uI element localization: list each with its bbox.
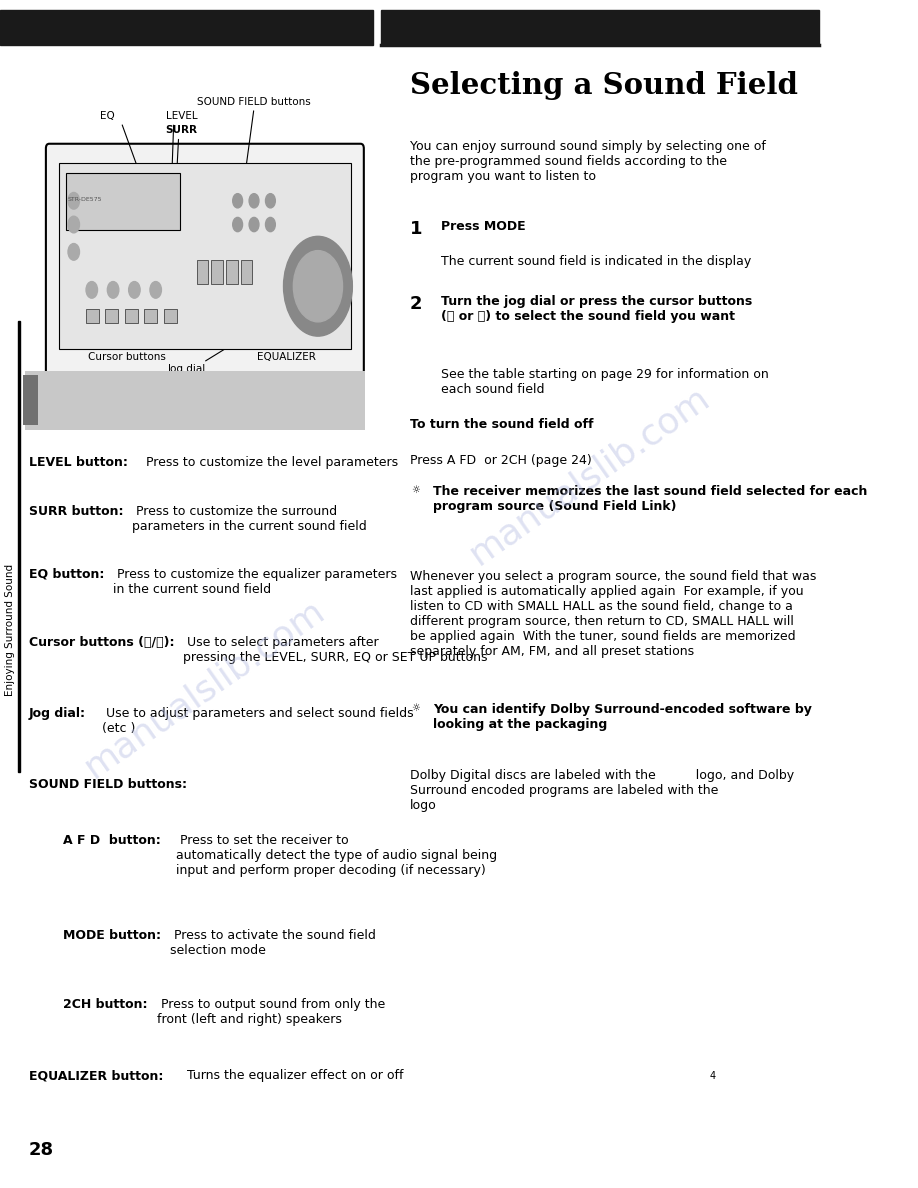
- Circle shape: [265, 194, 275, 208]
- Text: SURR button:: SURR button:: [28, 505, 123, 518]
- Text: Jog dial: Jog dial: [168, 364, 206, 373]
- Text: The receiver memorizes the last sound field selected for each
program source (So: The receiver memorizes the last sound fi…: [432, 485, 867, 513]
- Circle shape: [233, 217, 242, 232]
- Circle shape: [265, 217, 275, 232]
- Circle shape: [86, 282, 97, 298]
- Text: See the table starting on page 29 for information on
each sound field: See the table starting on page 29 for in…: [441, 368, 768, 397]
- Text: Use to select parameters after
pressing the LEVEL, SURR, EQ or SET UP buttons: Use to select parameters after pressing …: [183, 636, 487, 664]
- Circle shape: [249, 217, 259, 232]
- Text: Dolby Digital discs are labeled with the          logo, and Dolby
Surround encod: Dolby Digital discs are labeled with the…: [409, 769, 794, 811]
- Circle shape: [249, 194, 259, 208]
- Circle shape: [129, 282, 140, 298]
- Bar: [59, 163, 351, 349]
- Text: Enjoying Surround Sound: Enjoying Surround Sound: [5, 563, 15, 696]
- Circle shape: [68, 216, 80, 233]
- Circle shape: [68, 244, 80, 260]
- Bar: [125, 309, 138, 323]
- Text: EQUALIZER: EQUALIZER: [257, 352, 316, 361]
- Text: Press to output sound from only the
front (left and right) speakers: Press to output sound from only the fron…: [156, 998, 385, 1026]
- Circle shape: [294, 251, 342, 322]
- Text: EQ: EQ: [100, 112, 115, 121]
- Text: EQUALIZER button:: EQUALIZER button:: [28, 1069, 163, 1082]
- Text: Press MODE: Press MODE: [441, 220, 525, 233]
- Text: Press to activate the sound field
selection mode: Press to activate the sound field select…: [170, 929, 375, 958]
- Text: You can identify Dolby Surround-encoded software by
looking at the packaging: You can identify Dolby Surround-encoded …: [432, 703, 812, 732]
- Text: To turn the sound field off: To turn the sound field off: [409, 418, 593, 431]
- Text: Cursor buttons (〈/〉):: Cursor buttons (〈/〉):: [28, 636, 174, 649]
- Text: The current sound field is indicated in the display: The current sound field is indicated in …: [441, 255, 751, 268]
- Text: LEVEL: LEVEL: [165, 112, 197, 121]
- Text: Brief descriptions of buttons used to: Brief descriptions of buttons used to: [46, 383, 322, 394]
- Text: Press A FD  or 2CH (page 24): Press A FD or 2CH (page 24): [409, 454, 591, 467]
- Text: 2CH button:: 2CH button:: [63, 998, 148, 1011]
- Text: Turns the equalizer effect on or off: Turns the equalizer effect on or off: [183, 1069, 403, 1082]
- Circle shape: [150, 282, 162, 298]
- Text: 1: 1: [409, 220, 422, 238]
- Bar: [144, 309, 157, 323]
- Bar: [105, 309, 118, 323]
- Text: Whenever you select a program source, the sound field that was
last applied is a: Whenever you select a program source, th…: [409, 570, 816, 658]
- Text: MODE button:: MODE button:: [63, 929, 161, 942]
- Text: You can enjoy surround sound simply by selecting one of
the pre-programmed sound: You can enjoy surround sound simply by s…: [409, 140, 766, 183]
- Text: LEVEL button:: LEVEL button:: [28, 456, 128, 469]
- Text: manualslib.com: manualslib.com: [464, 379, 717, 571]
- Text: SOUND FIELD buttons: SOUND FIELD buttons: [197, 97, 311, 107]
- Circle shape: [233, 194, 242, 208]
- Text: SURR: SURR: [165, 126, 197, 135]
- Bar: [226, 260, 238, 284]
- Bar: [164, 309, 177, 323]
- Bar: [381, 10, 820, 45]
- Bar: [0, 10, 373, 45]
- Text: manualslib.com: manualslib.com: [78, 593, 331, 785]
- Text: EQ button:: EQ button:: [28, 568, 104, 581]
- Text: 28: 28: [28, 1142, 54, 1159]
- Bar: [18, 321, 20, 772]
- FancyBboxPatch shape: [46, 144, 364, 375]
- Text: enjoy surround sound: enjoy surround sound: [46, 407, 210, 419]
- Text: Press to customize the level parameters: Press to customize the level parameters: [141, 456, 397, 469]
- Text: STR-DE575: STR-DE575: [67, 197, 102, 202]
- Text: Press to customize the equalizer parameters
in the current sound field: Press to customize the equalizer paramet…: [113, 568, 397, 596]
- Text: 4: 4: [710, 1072, 716, 1081]
- Text: ☼: ☼: [411, 485, 420, 494]
- Text: Turn the jog dial or press the cursor buttons
(〈 or 〉) to select the sound field: Turn the jog dial or press the cursor bu…: [441, 295, 752, 323]
- Text: Jog dial:: Jog dial:: [28, 707, 85, 720]
- Text: 2: 2: [409, 295, 422, 312]
- Circle shape: [68, 192, 80, 209]
- Text: Selecting a Sound Field: Selecting a Sound Field: [409, 71, 798, 100]
- Circle shape: [107, 282, 118, 298]
- Circle shape: [284, 236, 353, 336]
- Bar: [86, 309, 99, 323]
- Bar: [196, 260, 208, 284]
- Text: ☼: ☼: [411, 703, 420, 713]
- Text: A F D  button:: A F D button:: [63, 834, 161, 847]
- Text: Press to customize the surround
parameters in the current sound field: Press to customize the surround paramete…: [132, 505, 366, 533]
- Bar: [25, 371, 364, 430]
- Bar: [211, 260, 223, 284]
- Text: Press to set the receiver to
automatically detect the type of audio signal being: Press to set the receiver to automatical…: [176, 834, 498, 877]
- Text: Cursor buttons: Cursor buttons: [88, 352, 166, 361]
- Text: Use to adjust parameters and select sound fields
(etc ): Use to adjust parameters and select soun…: [103, 707, 414, 735]
- Bar: [23, 375, 38, 425]
- Bar: [65, 173, 180, 230]
- Text: SOUND FIELD buttons:: SOUND FIELD buttons:: [28, 778, 186, 791]
- Bar: [241, 260, 252, 284]
